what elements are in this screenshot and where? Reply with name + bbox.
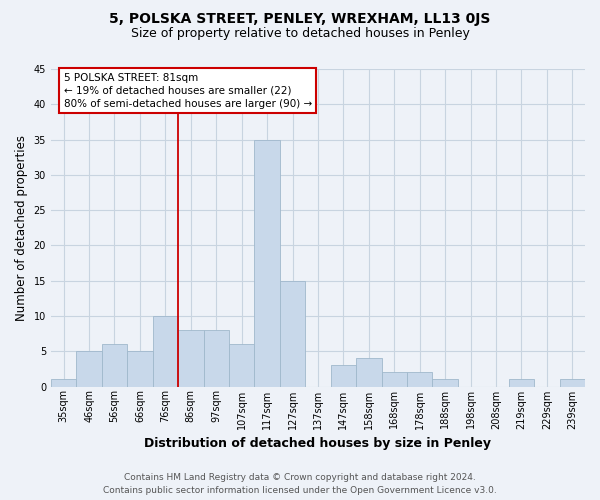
Bar xyxy=(203,330,229,386)
Bar xyxy=(433,380,458,386)
Bar xyxy=(229,344,254,387)
Bar xyxy=(76,351,102,386)
Bar xyxy=(280,280,305,386)
Bar xyxy=(102,344,127,387)
Bar xyxy=(407,372,433,386)
X-axis label: Distribution of detached houses by size in Penley: Distribution of detached houses by size … xyxy=(145,437,491,450)
Bar xyxy=(560,380,585,386)
Y-axis label: Number of detached properties: Number of detached properties xyxy=(15,135,28,321)
Bar xyxy=(152,316,178,386)
Text: 5, POLSKA STREET, PENLEY, WREXHAM, LL13 0JS: 5, POLSKA STREET, PENLEY, WREXHAM, LL13 … xyxy=(109,12,491,26)
Bar xyxy=(178,330,203,386)
Bar xyxy=(254,140,280,386)
Bar xyxy=(51,380,76,386)
Text: Contains HM Land Registry data © Crown copyright and database right 2024.
Contai: Contains HM Land Registry data © Crown c… xyxy=(103,474,497,495)
Bar xyxy=(509,380,534,386)
Bar xyxy=(331,366,356,386)
Text: Size of property relative to detached houses in Penley: Size of property relative to detached ho… xyxy=(131,28,469,40)
Text: 5 POLSKA STREET: 81sqm
← 19% of detached houses are smaller (22)
80% of semi-det: 5 POLSKA STREET: 81sqm ← 19% of detached… xyxy=(64,72,312,109)
Bar xyxy=(356,358,382,386)
Bar xyxy=(127,351,152,386)
Bar xyxy=(382,372,407,386)
